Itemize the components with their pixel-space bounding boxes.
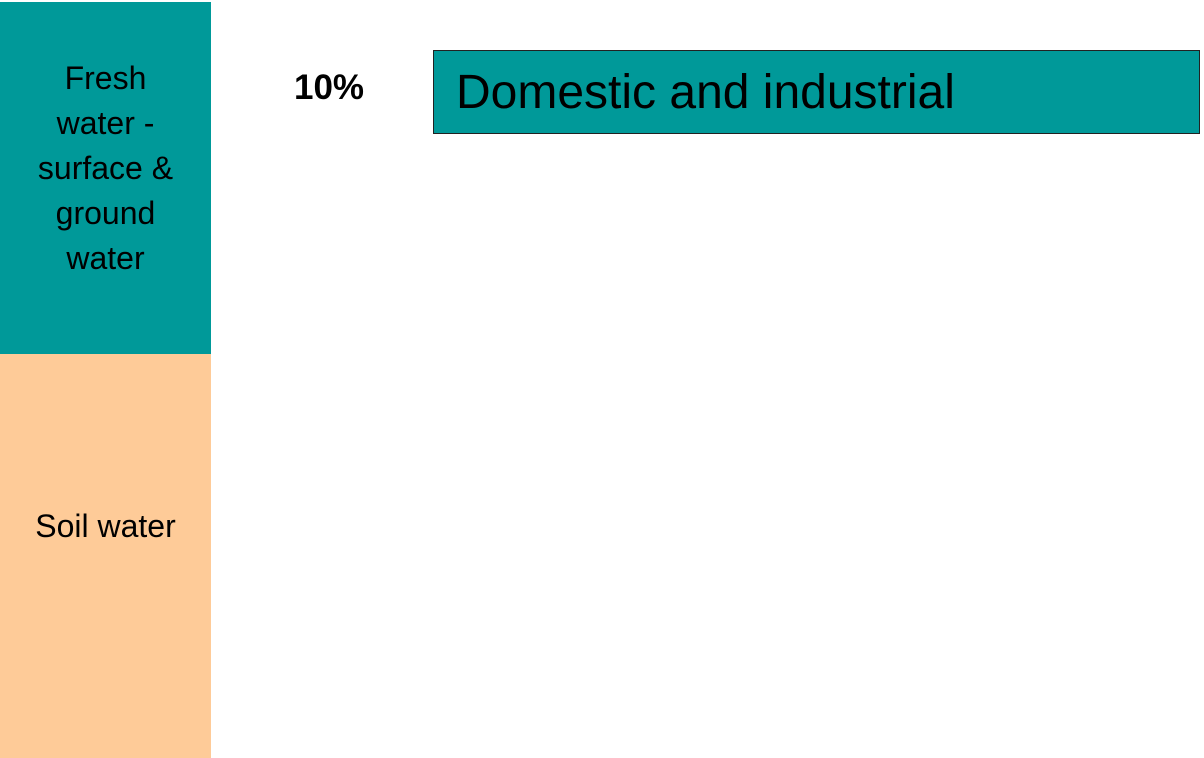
fresh-water-block: Fresh water - surface & ground water bbox=[0, 2, 211, 354]
source-label: Soil water bbox=[35, 507, 176, 544]
soil-water-block: Soil water bbox=[0, 354, 211, 758]
use-box: Domestic and industrial bbox=[433, 50, 1200, 134]
use-share: 10% bbox=[294, 68, 365, 107]
source-label: Fresh water - surface & ground water bbox=[37, 59, 174, 276]
